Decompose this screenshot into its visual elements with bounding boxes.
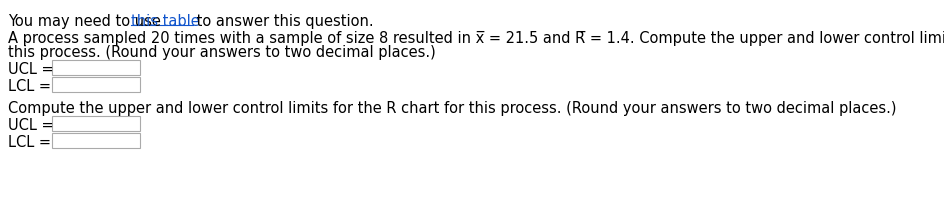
Bar: [52, 133, 140, 148]
Text: Compute the upper and lower control limits for the R chart for this process. (Ro: Compute the upper and lower control limi…: [8, 101, 896, 116]
Text: UCL =: UCL =: [8, 62, 54, 77]
Bar: [52, 77, 140, 92]
Text: LCL =: LCL =: [8, 79, 51, 94]
Text: A process sampled 20 times with a sample of size 8 resulted in x̅ = 21.5 and R̅ : A process sampled 20 times with a sample…: [8, 31, 944, 46]
Text: to answer this question.: to answer this question.: [193, 14, 374, 29]
Text: this table: this table: [131, 14, 199, 29]
Bar: [52, 116, 140, 131]
Bar: [52, 60, 140, 75]
Text: LCL =: LCL =: [8, 135, 51, 150]
Text: You may need to use: You may need to use: [8, 14, 165, 29]
Text: UCL =: UCL =: [8, 118, 54, 133]
Text: this process. (Round your answers to two decimal places.): this process. (Round your answers to two…: [8, 45, 435, 60]
